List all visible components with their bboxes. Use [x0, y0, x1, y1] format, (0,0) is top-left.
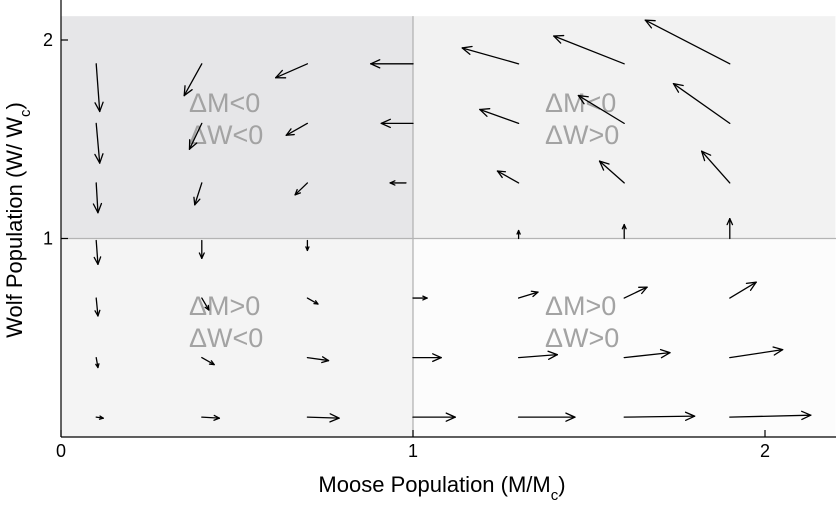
vector-arrow	[370, 59, 414, 69]
y-axis-title-close: )	[2, 102, 27, 109]
vector-arrow	[461, 45, 520, 65]
vector-arrow	[94, 297, 101, 317]
vector-arrow	[517, 412, 576, 422]
vector-arrow	[306, 413, 340, 423]
region-label-bottom-right-line1: ΔM>0	[545, 291, 616, 321]
vector-arrow	[623, 348, 671, 359]
vector-arrow	[193, 182, 203, 206]
region-label-bottom-right-line2: ΔW>0	[545, 323, 619, 353]
vector-arrow	[201, 414, 221, 421]
vector-arrow	[412, 295, 428, 301]
region-label-bottom-left-line2: ΔW<0	[189, 323, 263, 353]
vector-arrow	[305, 239, 310, 252]
region-bottom-right	[413, 238, 836, 437]
vector-arrow	[94, 122, 104, 164]
region-top-right	[413, 16, 836, 239]
x-axis-title: Moose Population (M/Mc)	[318, 472, 565, 504]
vector-arrow	[275, 63, 309, 79]
vector-arrow	[496, 170, 520, 184]
vector-arrow	[94, 63, 104, 113]
region-label-top-left-line2: ΔW<0	[189, 120, 263, 150]
y-tick-label: 1	[43, 229, 53, 249]
vector-arrow	[389, 180, 407, 186]
vector-arrow	[306, 356, 330, 364]
vector-arrow	[516, 229, 521, 240]
region-label-top-right-line1: ΔM<0	[545, 88, 616, 118]
vector-arrow	[729, 410, 812, 421]
x-tick-label: 0	[56, 441, 66, 461]
vector-arrow	[95, 356, 100, 369]
x-axis-title-close: )	[558, 472, 565, 497]
gridlines	[61, 16, 836, 437]
y-axis-title: Wolf Population (W/ Wc)	[2, 102, 34, 338]
vector-arrow	[95, 415, 104, 420]
region-label-top-left-line1: ΔM<0	[189, 88, 260, 118]
region-backgrounds	[61, 16, 836, 437]
region-label-bottom-left-line1: ΔM>0	[189, 291, 260, 321]
vector-arrow	[93, 239, 102, 265]
vector-arrow	[380, 118, 414, 129]
x-tick-label: 1	[408, 441, 418, 461]
vector-arrow	[623, 286, 648, 299]
vector-arrow	[672, 83, 731, 125]
vector-arrow	[412, 353, 442, 363]
vector-arrow	[201, 356, 215, 366]
vector-arrow	[285, 122, 309, 136]
vector-arrow	[517, 350, 558, 361]
vector-arrow	[577, 94, 625, 125]
vector-arrow	[621, 223, 627, 240]
vector-arrow	[92, 182, 103, 214]
vector-arrow	[729, 281, 757, 299]
vector-arrow	[306, 297, 319, 305]
vector-arrow	[598, 160, 625, 184]
axis-ticks: 0 1 2 1 2	[43, 30, 770, 461]
vector-arrow	[479, 108, 520, 125]
vector-arrow	[201, 297, 210, 311]
vector-arrow	[198, 239, 205, 260]
region-bottom-left	[61, 238, 413, 437]
vector-arrow	[517, 290, 539, 299]
vector-arrow	[294, 182, 309, 196]
vector-arrow	[412, 412, 456, 422]
vector-arrow	[726, 217, 734, 240]
vector-arrow	[623, 411, 696, 421]
vector-arrow	[553, 34, 625, 65]
y-tick-label: 2	[43, 30, 53, 50]
vector-arrow	[700, 150, 731, 184]
vector-arrow	[644, 19, 731, 65]
vector-field	[92, 19, 812, 423]
y-axis-title-subscript: c	[17, 109, 34, 117]
vector-arrow	[729, 346, 784, 359]
region-top-left	[61, 16, 413, 239]
x-axis-title-subscript: c	[551, 487, 559, 504]
vector-arrow	[188, 122, 203, 150]
axes	[60, 0, 836, 438]
region-label-top-right-line2: ΔW>0	[545, 120, 619, 150]
x-tick-label: 2	[760, 441, 770, 461]
vector-arrow	[183, 63, 203, 97]
